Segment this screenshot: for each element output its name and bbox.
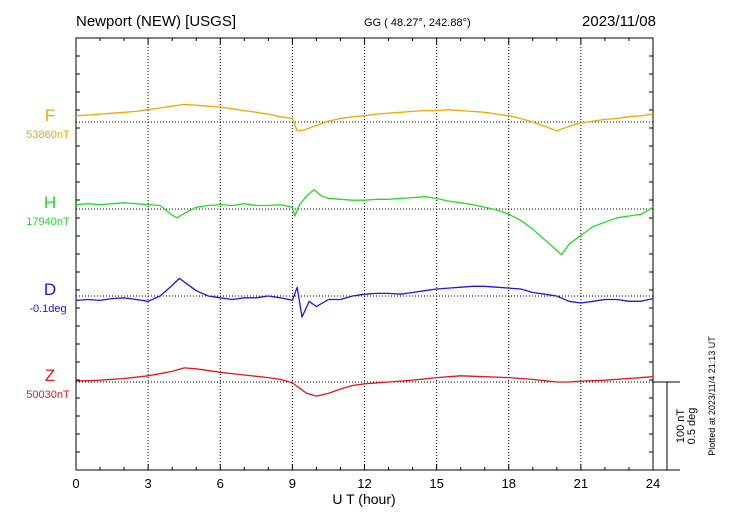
series-baseline-d: -0.1deg (29, 303, 66, 315)
x-tick-label: 18 (502, 476, 516, 491)
plot-date: 2023/11/08 (582, 13, 656, 30)
x-tick-label: 0 (72, 476, 79, 491)
trace-f (75, 103, 654, 132)
station-coords: GG ( 48.27°, 242.88°) (364, 17, 471, 29)
trace-h (75, 188, 654, 256)
station-title: Newport (NEW) [USGS] (76, 13, 236, 30)
x-axis-label: U T (hour) (332, 491, 395, 507)
grid-lines (147, 38, 582, 470)
series-name-f: F (45, 106, 55, 125)
series-baseline-f: 53860nT (26, 129, 70, 141)
trace-d (75, 277, 654, 318)
plotted-timestamp: Plotted at 2023/11/4 21:13 UT (707, 336, 717, 456)
series-baseline-z: 50030nT (26, 389, 70, 401)
x-tick-label: 3 (145, 476, 152, 491)
series-name-h: H (44, 193, 56, 212)
series-name-z: Z (45, 366, 55, 385)
x-tick-label: 15 (429, 476, 443, 491)
series-labels: F 53860nT H 17940nT D -0.1deg Z 50030nT (26, 106, 70, 401)
x-tick-label: 9 (289, 476, 296, 491)
scale-bar: 100 nT 0.5 deg (653, 381, 698, 471)
x-tick-label: 6 (217, 476, 224, 491)
x-tick-labels: 0 3 6 9 12 15 18 21 24 (72, 476, 660, 491)
x-tick-label: 12 (357, 476, 371, 491)
series-baseline-h: 17940nT (26, 216, 70, 228)
scale-bar-deg: 0.5 deg (686, 408, 698, 445)
traces (75, 103, 654, 397)
scale-bar-nt: 100 nT (675, 409, 687, 444)
x-tick-label: 24 (646, 476, 660, 491)
trace-z (75, 367, 654, 397)
axis-ticks (75, 38, 654, 470)
series-name-d: D (44, 280, 56, 299)
x-tick-label: 21 (574, 476, 588, 491)
